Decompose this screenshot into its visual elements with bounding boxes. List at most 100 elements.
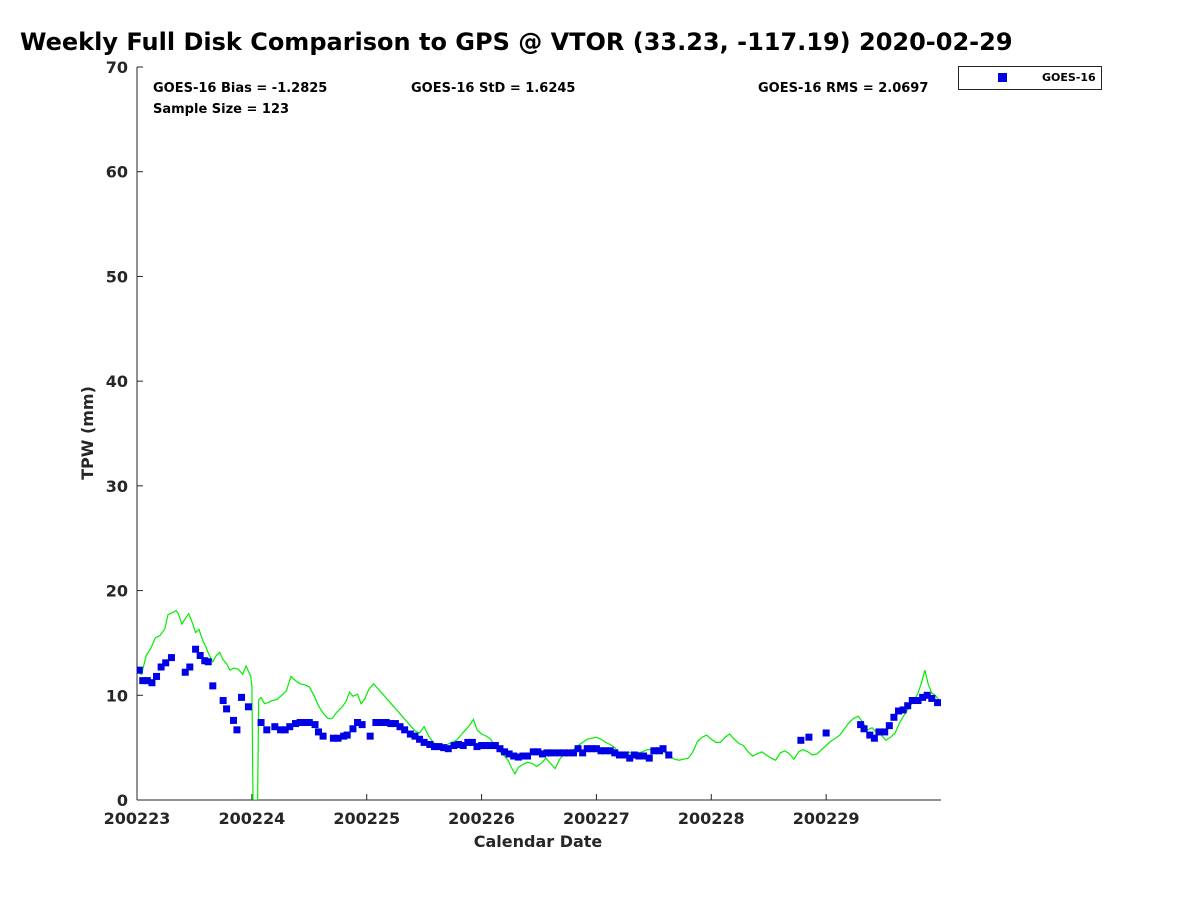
data-point [510,752,518,760]
data-point [354,719,362,727]
data-point [505,750,513,758]
x-tick-label: 200228 [678,809,745,828]
data-point [934,699,941,707]
data-point [372,719,380,727]
data-point [292,720,300,728]
data-point [153,672,161,680]
data-point [450,742,458,750]
data-point [630,751,638,759]
data-point [606,747,614,755]
y-axis-title: TPW (mm) [78,386,97,480]
data-point [583,745,591,753]
data-point [860,725,868,733]
data-point [366,732,374,740]
y-tick-label: 0 [117,791,128,810]
data-point [881,728,889,736]
data-point [588,745,596,753]
data-point [487,742,495,750]
data-point [430,743,438,751]
legend-label: GOES-16 [1042,71,1096,84]
data-point [204,658,212,666]
data-point [440,744,448,752]
data-point [496,745,504,753]
y-tick-label: 50 [106,267,128,286]
data-point [455,741,463,749]
legend: GOES-16 [958,66,1102,90]
data-point [650,747,658,755]
data-point [296,719,304,727]
data-point [376,719,384,727]
data-point [277,726,285,734]
data-point [875,728,883,736]
data-point [543,749,551,757]
data-point [473,743,481,751]
data-point [524,752,532,760]
data-point [899,706,907,714]
sample-size-stat: Sample Size = 123 [153,102,289,117]
x-tick-label: 200229 [793,809,860,828]
x-tick-label: 200224 [218,809,285,828]
data-point [387,720,395,728]
data-point [229,716,237,724]
data-point [382,719,390,727]
data-point [314,728,322,736]
data-point [822,729,830,737]
data-point [574,745,582,753]
y-tick-label: 70 [106,58,128,77]
data-point [391,720,399,728]
data-point [885,722,893,730]
y-tick-label: 60 [106,163,128,182]
data-point [501,748,509,756]
data-point [611,749,619,757]
y-tick-label: 30 [106,477,128,496]
data-point [281,726,289,734]
data-marks [137,609,941,800]
data-point [305,719,313,727]
data-point [416,735,424,743]
data-point [343,731,351,739]
data-point [529,748,537,756]
data-point [569,749,577,757]
x-tick-label: 200226 [448,809,515,828]
data-point [444,745,452,753]
data-point [597,747,605,755]
legend-box [958,66,1102,90]
data-point [209,682,217,690]
data-point [139,677,147,685]
data-point [464,738,472,746]
data-point [928,694,936,702]
data-point [548,749,556,757]
axes: 0 10 20 30 40 50 60 70 200223 200224 200225 200226 2… [104,58,941,828]
data-point [186,663,194,671]
data-point [263,726,271,734]
y-tick-label: 40 [106,372,128,391]
data-point [396,723,404,731]
data-point [797,736,805,744]
data-point [311,721,319,729]
data-point [271,723,279,731]
data-point [904,702,912,710]
data-point [519,752,527,760]
data-point [555,749,563,757]
x-tick-label: 200225 [333,809,400,828]
plot-clipped [137,609,941,800]
data-point [157,663,165,671]
data-point [659,745,667,753]
x-axis-title: Calendar Date [474,832,603,851]
data-point [196,651,204,659]
bias-stat: GOES-16 Bias = -1.2825 [153,81,327,96]
data-point [908,697,916,705]
chart-title: Weekly Full Disk Comparison to GPS @ VTO… [20,28,1013,56]
data-point [219,697,227,705]
data-point [349,725,357,733]
data-point [635,752,643,760]
data-point [257,719,265,727]
data-point [538,750,546,758]
data-point [615,751,623,759]
data-point [890,713,898,721]
series-line [137,609,940,800]
std-stat: GOES-16 StD = 1.6245 [411,81,575,96]
data-point [914,697,922,705]
data-point [534,748,542,756]
data-point [514,753,522,761]
